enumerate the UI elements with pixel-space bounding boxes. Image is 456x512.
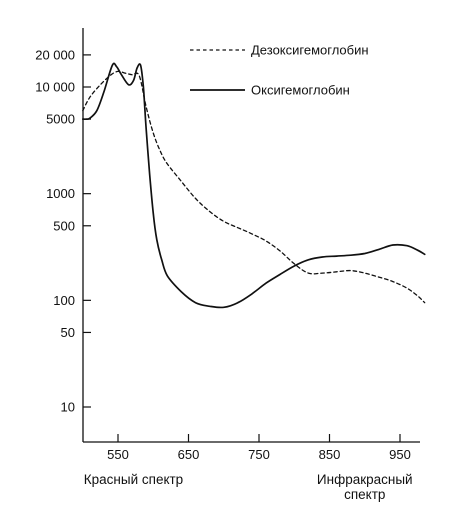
y-tick-label: 50 — [61, 325, 75, 340]
legend-label: Дезоксигемоглобин — [251, 43, 369, 58]
y-tick-label: 10 — [61, 400, 75, 415]
series-line-oxyhemoglobin — [81, 62, 426, 309]
legend-label: Оксигемоглобин — [251, 83, 350, 98]
y-tick-label: 5000 — [46, 112, 75, 127]
legend: Дезоксигемоглобин Оксигемоглобин — [190, 43, 369, 98]
region-label-infrared: Инфракрасный — [317, 472, 413, 487]
y-tick-label: 100 — [53, 293, 75, 308]
axes — [82, 28, 420, 443]
y-axis-ticks: 20 000 10 000 5000 1000 500 100 50 10 — [35, 47, 91, 415]
y-tick-label: 20 000 — [35, 47, 75, 62]
y-tick-label: 500 — [53, 218, 75, 233]
x-tick-label: 950 — [389, 447, 411, 462]
x-tick-label: 550 — [107, 447, 129, 462]
x-tick-label: 850 — [319, 447, 341, 462]
y-tick-label: 10 000 — [35, 80, 75, 95]
series-lines — [81, 62, 426, 309]
x-tick-label: 650 — [178, 447, 200, 462]
series-line-deoxyhemoglobin — [82, 70, 426, 304]
x-tick-label: 750 — [248, 447, 270, 462]
y-tick-label: 1000 — [46, 186, 75, 201]
region-label-infrared: спектр — [344, 487, 385, 502]
x-axis-ticks: 550 650 750 850 950 — [107, 434, 411, 462]
region-label-red: Красный спектр — [84, 472, 183, 487]
